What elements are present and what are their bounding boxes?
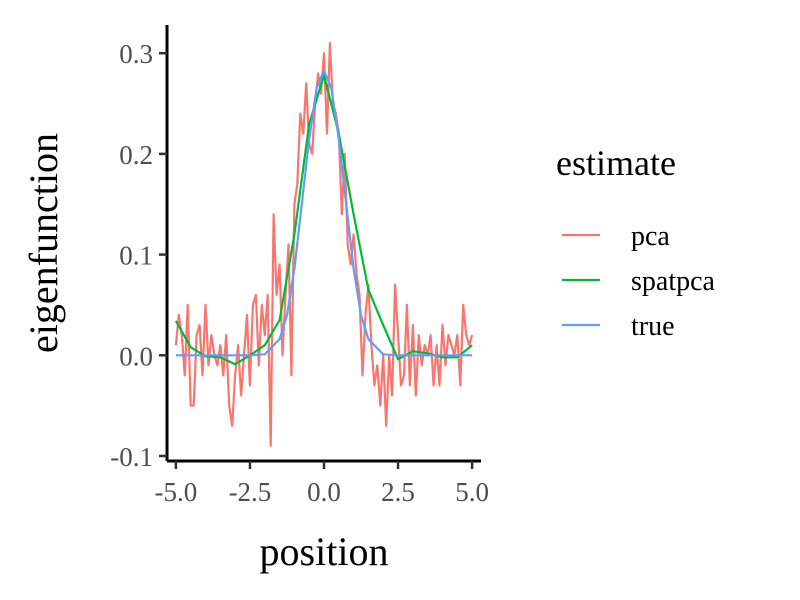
y-tick-label: 0.1 (119, 241, 153, 271)
y-tick-label: -0.1 (110, 442, 153, 472)
x-tick-label: 0.0 (307, 477, 341, 507)
plot-area: -5.0 -2.5 0.0 2.5 5.0 -0.1 0.0 0.1 0.2 0.3 (110, 25, 489, 507)
legend-label-pca: pca (631, 221, 670, 252)
y-axis-ticks: -0.1 0.0 0.1 0.2 0.3 (110, 39, 167, 472)
series-line-spatpca (174, 74, 473, 366)
legend-label-spatpca: spatpca (631, 266, 716, 297)
y-axis-title: eigenfunction (21, 133, 66, 353)
series-line-true (175, 69, 473, 357)
x-tick-label: 5.0 (455, 477, 489, 507)
x-tick-label: -2.5 (229, 477, 272, 507)
series-layer (174, 41, 474, 447)
legend: estimate pca spatpca true (556, 143, 716, 342)
legend-title: estimate (556, 143, 676, 183)
legend-label-true: true (631, 311, 675, 342)
x-axis-ticks: -5.0 -2.5 0.0 2.5 5.0 (155, 461, 489, 507)
x-tick-label: -5.0 (155, 477, 198, 507)
x-axis-title: position (260, 529, 389, 574)
y-tick-label: 0.2 (119, 140, 153, 170)
y-tick-label: 0.0 (119, 341, 153, 371)
series-line-pca (174, 41, 474, 447)
legend-items: pca spatpca true (562, 221, 716, 342)
y-tick-label: 0.3 (119, 39, 153, 69)
x-tick-label: 2.5 (381, 477, 415, 507)
